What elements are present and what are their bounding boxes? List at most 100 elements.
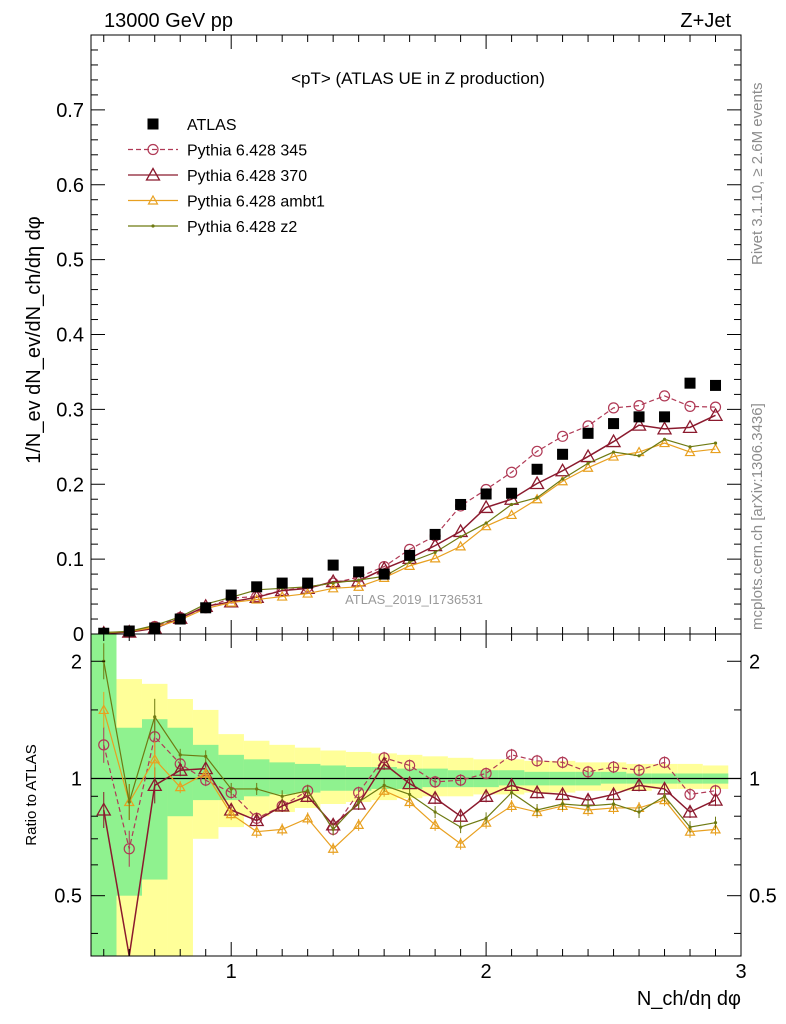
ratio-y-tick-label-right: 1 [749,768,760,790]
ratio-point [353,819,365,829]
rivet-version-label: Rivet 3.1.10, ≥ 2.6M events [749,83,766,266]
data-point [302,587,314,598]
legend-entry: Pythia 6.428 345 [128,143,307,160]
data-point [174,613,186,625]
data-point [580,448,596,463]
data-point [225,589,237,601]
ratio-point [480,767,492,780]
x-tick-label: 3 [735,961,746,983]
main-x-ticks [103,35,717,634]
ratio-point [408,792,412,797]
data-point [459,535,463,539]
ratio-point [404,759,416,772]
main-panel: 0 0.1 0.2 0.3 0.4 0.5 0.6 0.7 <pT> (ATLAS UE in… [23,34,742,646]
data-point [353,581,365,591]
data-point [327,559,339,571]
ratio-frame [90,633,742,957]
ratio-point [276,823,288,834]
y-tick-label: 0.4 [56,325,84,347]
data-point [659,437,671,448]
data-point [582,462,594,472]
data-point [608,450,620,461]
data-point [633,411,645,423]
legend-label: Pythia 6.428 z2 [187,219,297,236]
y-tick-label: 0.7 [56,100,84,122]
ratio-point [556,756,569,768]
y-tick-label: 0.6 [56,175,84,197]
ratio-point [713,821,718,825]
ratio-point [302,812,314,823]
ratio-point [662,794,667,798]
y-tick-label: 0.2 [56,474,84,496]
ratio-point [480,816,492,827]
data-point [427,537,443,552]
ratio-point [459,825,463,829]
data-point [404,560,416,570]
legend-label: ATLAS [187,117,237,134]
energy-label: 13000 GeV pp [104,10,233,32]
ratio-point [684,788,696,801]
ratio-y-tick-label-right: 2 [749,651,760,673]
data-point [557,448,569,460]
ratio-point [378,785,390,795]
data-point [506,509,518,520]
x-tick-label: 2 [481,961,492,983]
data-point [505,466,518,478]
ratio-point [255,787,259,791]
data-point [223,593,239,608]
ratio-point [707,792,724,806]
ratio-point [531,755,543,767]
ratio-point [178,753,182,757]
process-label: Z+Jet [680,10,731,32]
ratio-point [351,796,367,810]
ratio-point [560,802,565,806]
watermark: ATLAS_2019_I1736531 [345,592,483,607]
data-point [251,581,263,593]
data-point [357,578,361,582]
data-point [200,602,212,614]
legend-label: Pythia 6.428 370 [187,168,307,185]
ratio-series-pythia-6-428-z2 [102,643,718,836]
data-point [659,411,671,423]
ratio-point [249,812,265,827]
data-point [709,443,722,454]
data-point [710,379,722,391]
data-point [274,582,290,597]
legend-marker [147,194,159,205]
ratio-point [637,810,641,814]
data-point [249,589,265,603]
main-y-ticks: 0 0.1 0.2 0.3 0.4 0.5 0.6 0.7 [56,49,741,646]
ratio-point [582,766,594,778]
data-point [353,566,365,578]
ratio-point [688,825,692,829]
ratio-point [607,761,620,773]
ratio-point [200,767,212,778]
ratio-point [251,825,263,836]
ratio-point [306,789,310,793]
data-point [529,475,545,490]
ratio-point [582,804,594,815]
ratio-y-tick-label: 2 [71,651,82,673]
ratio-panel: 0.5 0.5 1 1 2 2 1 2 3 Ratio to ATLAS N_ch/dη dφ [23,633,777,1010]
data-point [556,430,569,442]
data-point [707,407,724,422]
data-point [506,487,518,499]
data-point [480,488,492,500]
y-tick-label: 0.3 [56,399,84,421]
ratio-point [357,800,361,804]
data-point [455,540,467,551]
ratio-point [709,823,722,834]
ratio-point [147,777,163,792]
ratio-point [535,808,539,812]
data-point [608,418,620,430]
data-point [251,593,263,604]
ratio-point [478,788,494,802]
ratio-x-ticks: 1 2 3 [103,634,747,983]
data-point [682,419,698,433]
legend-entry: Pythia 6.428 370 [128,167,307,185]
data-point [607,402,620,414]
data-point [662,437,667,441]
legend-marker [147,143,159,156]
data-point [684,400,696,412]
